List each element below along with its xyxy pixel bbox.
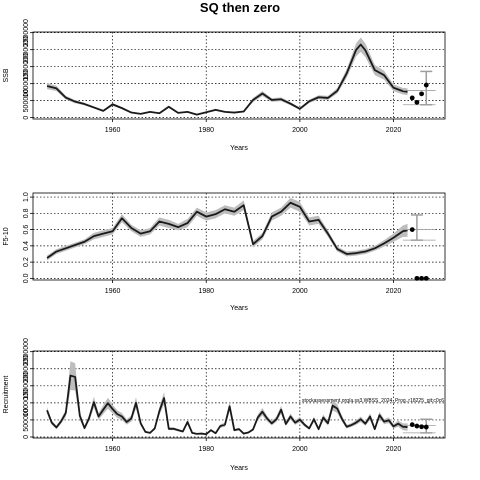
projection-point (409, 422, 415, 428)
projection-point (423, 275, 429, 281)
y-tick-label: 500000 (23, 408, 30, 431)
x-tick-label: 1980 (198, 288, 214, 295)
y-tick-label: 2500000 (23, 19, 30, 46)
x-tick-label: 1980 (198, 446, 214, 453)
x-tick-label: 2020 (386, 446, 402, 453)
projection-point (419, 275, 424, 281)
y-tick-label: 0 (23, 116, 30, 120)
plot-area (46, 197, 436, 261)
y-tick-label: 1500000 (23, 53, 30, 80)
y-axis-title: Recruitment (3, 376, 10, 414)
y-tick-label: 0 (23, 435, 30, 439)
y-tick-label: 0.6 (23, 225, 30, 235)
plot-area (46, 37, 436, 116)
fishing-mortality-panel: 1960 1980 2000 2020 0.0 0.2 0.4 0.6 0.8 1.0 Years F… (3, 192, 446, 312)
x-tick-label: 1960 (105, 127, 121, 134)
y-tick-label: 2000000 (23, 36, 30, 63)
x-tick-label: 1960 (105, 446, 121, 453)
plot-area (46, 361, 436, 436)
plot-frame (32, 350, 446, 439)
x-tick-label: 2000 (292, 127, 308, 134)
y-tick-label: 0.4 (23, 241, 30, 251)
y-tick-label: 1500000 (23, 372, 30, 399)
y-tick-label: 1.0 (23, 192, 30, 202)
projection-point (414, 99, 420, 105)
figure-title: SQ then zero (199, 0, 281, 15)
projection-point (414, 275, 420, 281)
y-tick-label: 1000000 (23, 70, 30, 97)
ssb-panel: 1960 1980 2000 2020 0 50000010000001500000200… (3, 19, 446, 152)
x-tick-label: 1980 (198, 127, 214, 134)
x-tick-label: 1960 (105, 288, 121, 295)
y-tick-label: 2500000 (23, 338, 30, 365)
estimate-line (46, 374, 408, 436)
x-axis-title: Years (230, 305, 248, 312)
estimate-line (46, 201, 408, 259)
projection-point (409, 95, 415, 101)
y-tick-label: 0.8 (23, 208, 30, 218)
projection-point (423, 82, 429, 88)
y-tick-label: 0.0 (23, 273, 30, 283)
x-tick-label: 2020 (386, 127, 402, 134)
x-tick-label: 2000 (292, 288, 308, 295)
confidence-band (47, 197, 408, 261)
y-axis-title: F5-10 (3, 227, 10, 245)
projection-point (409, 227, 415, 232)
y-axis-title: SSB (3, 68, 10, 82)
projection-point (419, 91, 424, 97)
x-axis-title: Years (230, 465, 248, 472)
recruitment-panel: 1960 1980 2000 2020 0 50000010000001500000200… (3, 338, 446, 472)
x-axis-title: Years (230, 145, 248, 152)
y-tick-label: 0.2 (23, 257, 30, 267)
projection-point (419, 424, 424, 430)
projection-point (423, 424, 429, 430)
confidence-band (47, 37, 408, 116)
plot-frame (32, 192, 446, 281)
y-tick-label: 1000000 (23, 389, 30, 416)
plot-frame (32, 31, 446, 120)
x-tick-label: 2000 (292, 446, 308, 453)
attribution-note: stockassessment.org/a.ss3.WBSS_2024_Prog… (302, 398, 444, 404)
estimate-line (46, 43, 408, 116)
y-tick-label: 2000000 (23, 355, 30, 382)
y-tick-label: 500000 (23, 89, 30, 112)
x-tick-label: 2020 (386, 288, 402, 295)
projection-point (414, 423, 420, 429)
